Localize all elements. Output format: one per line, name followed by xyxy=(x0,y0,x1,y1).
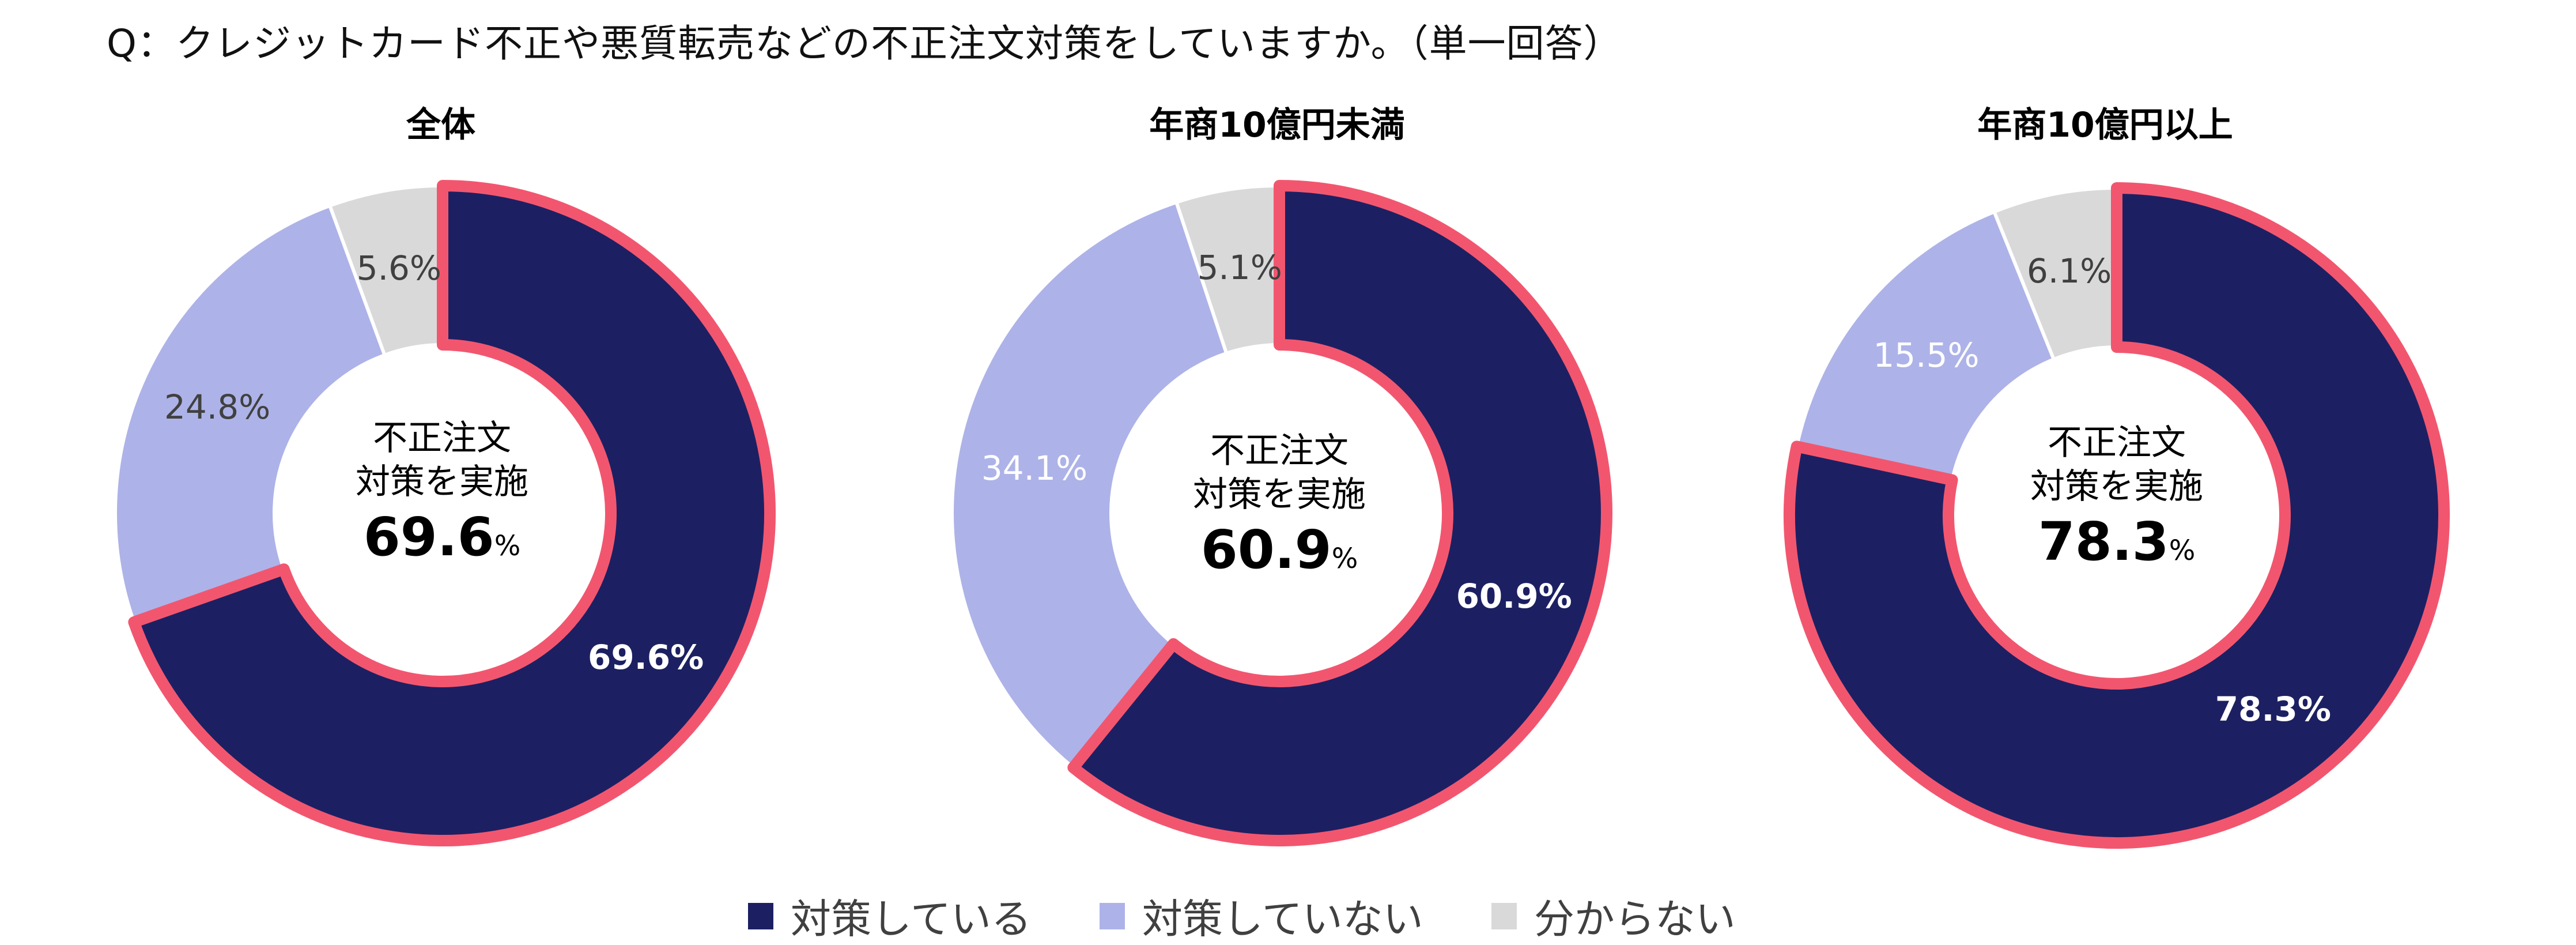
slice-not-implemented xyxy=(950,200,1229,770)
center-caption-line1: 不正注文 xyxy=(373,418,511,458)
legend-item-implemented: 対策している xyxy=(748,887,1032,945)
donut-chart-over-1b xyxy=(1784,182,2450,849)
slice-label-overall-not-implemented: 24.8% xyxy=(164,387,271,427)
center-caption-line1: 不正注文 xyxy=(2048,423,2186,463)
center-caption-line1: 不正注文 xyxy=(1210,431,1349,471)
slice-label-overall-implemented: 69.6% xyxy=(588,637,704,677)
center-value: 60.9% xyxy=(1193,521,1366,594)
slice-label-over-1b-implemented: 78.3% xyxy=(2215,690,2331,729)
slice-implemented xyxy=(1067,180,1612,846)
legend-label-not-implemented: 対策していない xyxy=(1142,895,1423,943)
slice-implemented xyxy=(1784,182,2450,849)
slice-not-implemented xyxy=(114,204,387,624)
center-caption-under-1b: 不正注文 対策を実施 60.9% xyxy=(1193,429,1366,594)
legend-item-not-implemented: 対策していない xyxy=(1099,887,1423,945)
chart-title-overall: 全体 xyxy=(406,105,475,145)
slice-label-under-1b-implemented: 60.9% xyxy=(1456,577,1572,616)
slice-implemented xyxy=(128,180,776,846)
question-title: Q：クレジットカード不正や悪質転売などの不正注文対策をしていますか。（単一回答） xyxy=(107,21,1622,66)
donut-chart-under-1b xyxy=(950,180,1612,846)
legend-swatch-not-implemented xyxy=(1099,902,1125,929)
center-caption-line2: 対策を実施 xyxy=(1193,475,1366,515)
legend: 対策している 対策していない 分からない xyxy=(748,887,1804,945)
center-caption-line2: 対策を実施 xyxy=(2030,466,2203,507)
slice-label-under-1b-not-implemented: 34.1% xyxy=(981,449,1088,488)
legend-label-implemented: 対策している xyxy=(791,895,1032,943)
chart-title-under-1b: 年商10億円未満 xyxy=(1149,105,1405,145)
legend-label-unknown: 分からない xyxy=(1533,895,1736,943)
center-value-percent: % xyxy=(1331,543,1358,575)
donut-chart-overall xyxy=(114,180,776,846)
center-caption-line2: 対策を実施 xyxy=(356,462,528,502)
slice-label-overall-unknown: 5.6% xyxy=(356,248,442,288)
center-value-number: 78.3 xyxy=(2038,511,2169,573)
center-value: 69.6% xyxy=(356,509,528,581)
center-value: 78.3% xyxy=(2030,513,2203,586)
center-caption-overall: 不正注文 対策を実施 69.6% xyxy=(356,416,528,581)
center-value-percent: % xyxy=(494,530,521,562)
slice-not-implemented xyxy=(1795,210,2056,482)
center-value-number: 60.9 xyxy=(1200,519,1332,581)
center-caption-over-1b: 不正注文 対策を実施 78.3% xyxy=(2030,421,2203,586)
slice-label-under-1b-unknown: 5.1% xyxy=(1197,247,1282,287)
chart-title-over-1b: 年商10億円以上 xyxy=(1977,105,2233,145)
slice-label-over-1b-not-implemented: 15.5% xyxy=(1873,335,1980,375)
legend-swatch-implemented xyxy=(748,902,773,929)
legend-swatch-unknown xyxy=(1491,902,1517,929)
slice-label-over-1b-unknown: 6.1% xyxy=(2026,251,2112,291)
legend-item-unknown: 分からない xyxy=(1491,887,1736,945)
center-value-percent: % xyxy=(2169,534,2196,567)
center-value-number: 69.6 xyxy=(363,506,494,568)
